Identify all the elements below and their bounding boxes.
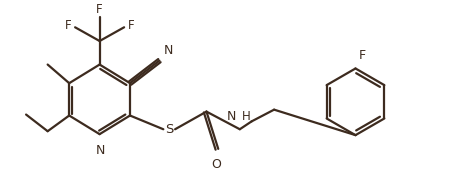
Text: N: N: [95, 144, 105, 157]
Text: N: N: [226, 110, 235, 123]
Text: O: O: [211, 158, 221, 171]
Text: F: F: [128, 19, 134, 32]
Text: F: F: [358, 49, 365, 62]
Text: F: F: [64, 19, 71, 32]
Text: F: F: [96, 2, 103, 16]
Text: N: N: [163, 44, 172, 57]
Text: H: H: [241, 110, 250, 123]
Text: S: S: [165, 123, 173, 136]
